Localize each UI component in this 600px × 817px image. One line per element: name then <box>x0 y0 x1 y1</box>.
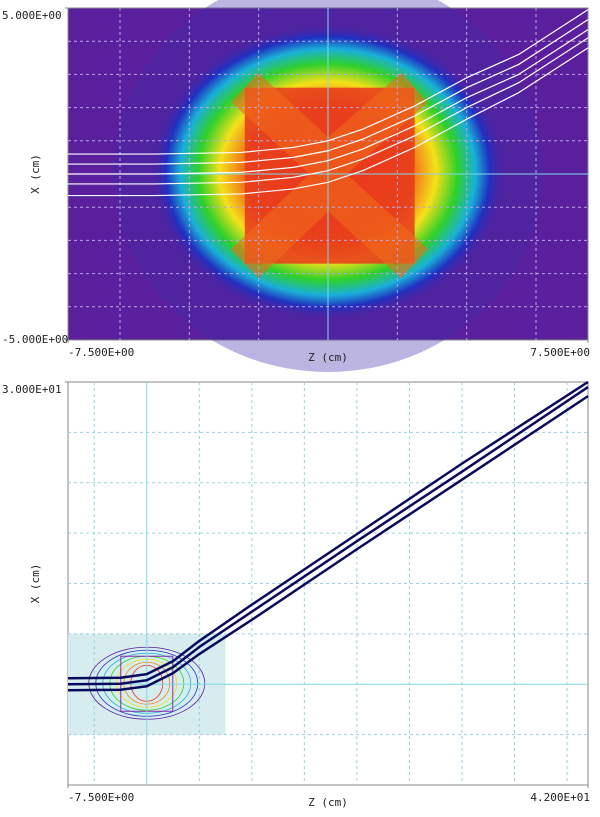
trajectory <box>68 19 589 165</box>
y-tick-label: 3.000E+01 <box>2 383 62 396</box>
x-axis-label: Z (cm) <box>308 351 348 364</box>
trajectory <box>68 37 589 185</box>
trajectory <box>67 380 589 680</box>
x-tick-label: 7.500E+00 <box>530 346 590 359</box>
x-axis-label: Z (cm) <box>308 796 348 809</box>
x-tick-label: -7.500E+00 <box>68 346 134 359</box>
y-axis-label: X (cm) <box>29 154 42 194</box>
y-axis-label: X (cm) <box>29 564 42 604</box>
trajectory <box>68 9 589 155</box>
x-tick-label: -7.500E+00 <box>68 791 134 804</box>
trajectory <box>67 385 589 686</box>
trajectory <box>68 29 589 175</box>
trajectory <box>67 395 589 692</box>
y-tick-label: 5.000E+00 <box>2 9 62 22</box>
trajectory <box>68 47 589 197</box>
x-tick-label: 4.200E+01 <box>530 791 590 804</box>
y-tick-label: -5.000E+00 <box>2 333 68 346</box>
